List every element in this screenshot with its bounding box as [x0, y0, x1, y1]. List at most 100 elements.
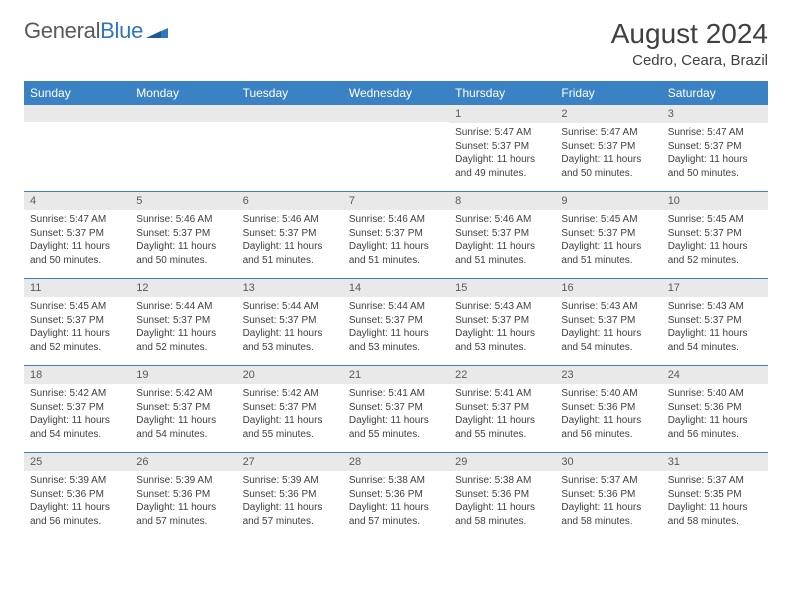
calendar-day-cell: [130, 105, 236, 192]
day-data: Sunrise: 5:46 AMSunset: 5:37 PMDaylight:…: [130, 210, 236, 270]
sunset-text: Sunset: 5:37 PM: [243, 314, 337, 328]
sunset-text: Sunset: 5:37 PM: [455, 227, 549, 241]
daylight-text: Daylight: 11 hours and 50 minutes.: [136, 240, 230, 267]
sunrise-text: Sunrise: 5:44 AM: [243, 300, 337, 314]
calendar-page: GeneralBlue August 2024 Cedro, Ceara, Br…: [0, 0, 792, 557]
sunrise-text: Sunrise: 5:44 AM: [136, 300, 230, 314]
sunrise-text: Sunrise: 5:42 AM: [243, 387, 337, 401]
day-number: 23: [555, 366, 661, 384]
calendar-table: Sunday Monday Tuesday Wednesday Thursday…: [24, 81, 768, 539]
logo-text-general: General: [24, 18, 100, 44]
day-data: Sunrise: 5:38 AMSunset: 5:36 PMDaylight:…: [449, 471, 555, 531]
sunset-text: Sunset: 5:37 PM: [561, 227, 655, 241]
sunrise-text: Sunrise: 5:47 AM: [455, 126, 549, 140]
day-number: 22: [449, 366, 555, 384]
weekday-header: Tuesday: [237, 81, 343, 105]
weekday-header: Thursday: [449, 81, 555, 105]
calendar-day-cell: 24Sunrise: 5:40 AMSunset: 5:36 PMDayligh…: [662, 366, 768, 453]
weekday-header-row: Sunday Monday Tuesday Wednesday Thursday…: [24, 81, 768, 105]
daylight-text: Daylight: 11 hours and 49 minutes.: [455, 153, 549, 180]
sunrise-text: Sunrise: 5:46 AM: [349, 213, 443, 227]
daylight-text: Daylight: 11 hours and 56 minutes.: [668, 414, 762, 441]
day-number: 30: [555, 453, 661, 471]
sunset-text: Sunset: 5:36 PM: [561, 401, 655, 415]
calendar-day-cell: 28Sunrise: 5:38 AMSunset: 5:36 PMDayligh…: [343, 453, 449, 540]
calendar-day-cell: 19Sunrise: 5:42 AMSunset: 5:37 PMDayligh…: [130, 366, 236, 453]
calendar-day-cell: [24, 105, 130, 192]
calendar-day-cell: 29Sunrise: 5:38 AMSunset: 5:36 PMDayligh…: [449, 453, 555, 540]
calendar-day-cell: 3Sunrise: 5:47 AMSunset: 5:37 PMDaylight…: [662, 105, 768, 192]
daylight-text: Daylight: 11 hours and 53 minutes.: [455, 327, 549, 354]
day-data: Sunrise: 5:41 AMSunset: 5:37 PMDaylight:…: [343, 384, 449, 444]
sunrise-text: Sunrise: 5:43 AM: [668, 300, 762, 314]
sunrise-text: Sunrise: 5:47 AM: [30, 213, 124, 227]
sunset-text: Sunset: 5:36 PM: [668, 401, 762, 415]
sunrise-text: Sunrise: 5:43 AM: [455, 300, 549, 314]
calendar-day-cell: 31Sunrise: 5:37 AMSunset: 5:35 PMDayligh…: [662, 453, 768, 540]
calendar-day-cell: 21Sunrise: 5:41 AMSunset: 5:37 PMDayligh…: [343, 366, 449, 453]
sunset-text: Sunset: 5:37 PM: [668, 140, 762, 154]
empty-day: [237, 105, 343, 122]
sunrise-text: Sunrise: 5:47 AM: [561, 126, 655, 140]
calendar-week-row: 1Sunrise: 5:47 AMSunset: 5:37 PMDaylight…: [24, 105, 768, 192]
daylight-text: Daylight: 11 hours and 51 minutes.: [243, 240, 337, 267]
sunset-text: Sunset: 5:37 PM: [455, 140, 549, 154]
sunrise-text: Sunrise: 5:44 AM: [349, 300, 443, 314]
weekday-header: Saturday: [662, 81, 768, 105]
calendar-body: 1Sunrise: 5:47 AMSunset: 5:37 PMDaylight…: [24, 105, 768, 539]
sunrise-text: Sunrise: 5:41 AM: [349, 387, 443, 401]
sunset-text: Sunset: 5:37 PM: [561, 314, 655, 328]
calendar-day-cell: 11Sunrise: 5:45 AMSunset: 5:37 PMDayligh…: [24, 279, 130, 366]
calendar-week-row: 25Sunrise: 5:39 AMSunset: 5:36 PMDayligh…: [24, 453, 768, 540]
calendar-day-cell: 12Sunrise: 5:44 AMSunset: 5:37 PMDayligh…: [130, 279, 236, 366]
sunset-text: Sunset: 5:37 PM: [668, 227, 762, 241]
sunrise-text: Sunrise: 5:39 AM: [30, 474, 124, 488]
day-data: Sunrise: 5:45 AMSunset: 5:37 PMDaylight:…: [555, 210, 661, 270]
day-data: Sunrise: 5:39 AMSunset: 5:36 PMDaylight:…: [130, 471, 236, 531]
daylight-text: Daylight: 11 hours and 58 minutes.: [668, 501, 762, 528]
sunrise-text: Sunrise: 5:46 AM: [243, 213, 337, 227]
day-number: 2: [555, 105, 661, 123]
day-number: 29: [449, 453, 555, 471]
sunset-text: Sunset: 5:37 PM: [561, 140, 655, 154]
day-data: Sunrise: 5:45 AMSunset: 5:37 PMDaylight:…: [24, 297, 130, 357]
day-data: Sunrise: 5:43 AMSunset: 5:37 PMDaylight:…: [662, 297, 768, 357]
sunrise-text: Sunrise: 5:42 AM: [136, 387, 230, 401]
daylight-text: Daylight: 11 hours and 57 minutes.: [243, 501, 337, 528]
sunset-text: Sunset: 5:37 PM: [136, 227, 230, 241]
calendar-day-cell: 26Sunrise: 5:39 AMSunset: 5:36 PMDayligh…: [130, 453, 236, 540]
day-data: Sunrise: 5:47 AMSunset: 5:37 PMDaylight:…: [662, 123, 768, 183]
calendar-day-cell: 13Sunrise: 5:44 AMSunset: 5:37 PMDayligh…: [237, 279, 343, 366]
daylight-text: Daylight: 11 hours and 57 minutes.: [136, 501, 230, 528]
calendar-day-cell: 23Sunrise: 5:40 AMSunset: 5:36 PMDayligh…: [555, 366, 661, 453]
calendar-week-row: 11Sunrise: 5:45 AMSunset: 5:37 PMDayligh…: [24, 279, 768, 366]
day-number: 20: [237, 366, 343, 384]
sunrise-text: Sunrise: 5:47 AM: [668, 126, 762, 140]
day-number: 3: [662, 105, 768, 123]
sunset-text: Sunset: 5:37 PM: [349, 401, 443, 415]
day-data: Sunrise: 5:47 AMSunset: 5:37 PMDaylight:…: [449, 123, 555, 183]
day-number: 31: [662, 453, 768, 471]
calendar-day-cell: [237, 105, 343, 192]
day-data: Sunrise: 5:42 AMSunset: 5:37 PMDaylight:…: [130, 384, 236, 444]
daylight-text: Daylight: 11 hours and 51 minutes.: [455, 240, 549, 267]
sunset-text: Sunset: 5:37 PM: [455, 314, 549, 328]
sunrise-text: Sunrise: 5:38 AM: [455, 474, 549, 488]
sunrise-text: Sunrise: 5:46 AM: [136, 213, 230, 227]
day-data: Sunrise: 5:43 AMSunset: 5:37 PMDaylight:…: [555, 297, 661, 357]
day-data: Sunrise: 5:42 AMSunset: 5:37 PMDaylight:…: [237, 384, 343, 444]
day-data: Sunrise: 5:37 AMSunset: 5:35 PMDaylight:…: [662, 471, 768, 531]
calendar-day-cell: [343, 105, 449, 192]
calendar-day-cell: 15Sunrise: 5:43 AMSunset: 5:37 PMDayligh…: [449, 279, 555, 366]
calendar-day-cell: 22Sunrise: 5:41 AMSunset: 5:37 PMDayligh…: [449, 366, 555, 453]
day-number: 10: [662, 192, 768, 210]
sunrise-text: Sunrise: 5:40 AM: [561, 387, 655, 401]
calendar-day-cell: 30Sunrise: 5:37 AMSunset: 5:36 PMDayligh…: [555, 453, 661, 540]
daylight-text: Daylight: 11 hours and 54 minutes.: [668, 327, 762, 354]
day-number: 14: [343, 279, 449, 297]
day-data: Sunrise: 5:44 AMSunset: 5:37 PMDaylight:…: [130, 297, 236, 357]
logo: GeneralBlue: [24, 18, 168, 44]
calendar-day-cell: 4Sunrise: 5:47 AMSunset: 5:37 PMDaylight…: [24, 192, 130, 279]
sunset-text: Sunset: 5:37 PM: [30, 227, 124, 241]
sunset-text: Sunset: 5:36 PM: [136, 488, 230, 502]
